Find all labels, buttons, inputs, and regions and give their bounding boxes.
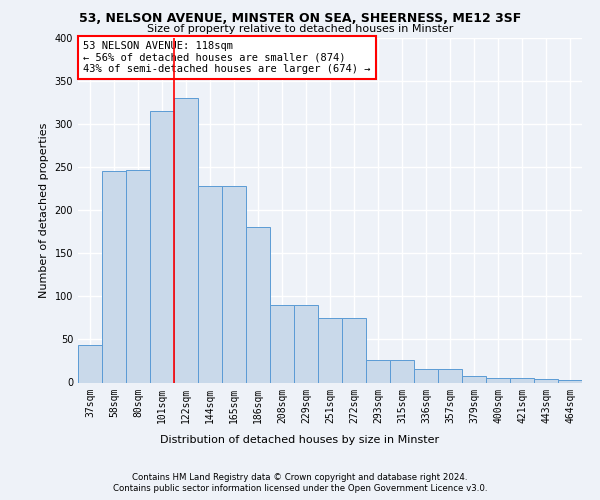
- Bar: [462, 376, 486, 382]
- Bar: [390, 360, 414, 382]
- Bar: [534, 379, 558, 382]
- Bar: [342, 318, 366, 382]
- Bar: [294, 305, 318, 382]
- Bar: [102, 171, 126, 382]
- Bar: [150, 111, 174, 382]
- Bar: [486, 378, 510, 382]
- Text: Distribution of detached houses by size in Minster: Distribution of detached houses by size …: [160, 435, 440, 445]
- Text: 53 NELSON AVENUE: 118sqm
← 56% of detached houses are smaller (874)
43% of semi-: 53 NELSON AVENUE: 118sqm ← 56% of detach…: [83, 41, 371, 74]
- Text: Contains public sector information licensed under the Open Government Licence v3: Contains public sector information licen…: [113, 484, 487, 493]
- Bar: [126, 170, 150, 382]
- Bar: [174, 98, 198, 382]
- Bar: [78, 346, 102, 383]
- Bar: [366, 360, 390, 382]
- Bar: [270, 305, 294, 382]
- Bar: [198, 186, 222, 382]
- Bar: [558, 380, 582, 382]
- Bar: [318, 318, 342, 382]
- Bar: [246, 227, 270, 382]
- Text: Size of property relative to detached houses in Minster: Size of property relative to detached ho…: [147, 24, 453, 34]
- Bar: [222, 186, 246, 382]
- Y-axis label: Number of detached properties: Number of detached properties: [39, 122, 49, 298]
- Bar: [438, 368, 462, 382]
- Text: Contains HM Land Registry data © Crown copyright and database right 2024.: Contains HM Land Registry data © Crown c…: [132, 472, 468, 482]
- Text: 53, NELSON AVENUE, MINSTER ON SEA, SHEERNESS, ME12 3SF: 53, NELSON AVENUE, MINSTER ON SEA, SHEER…: [79, 12, 521, 26]
- Bar: [510, 378, 534, 382]
- Bar: [414, 368, 438, 382]
